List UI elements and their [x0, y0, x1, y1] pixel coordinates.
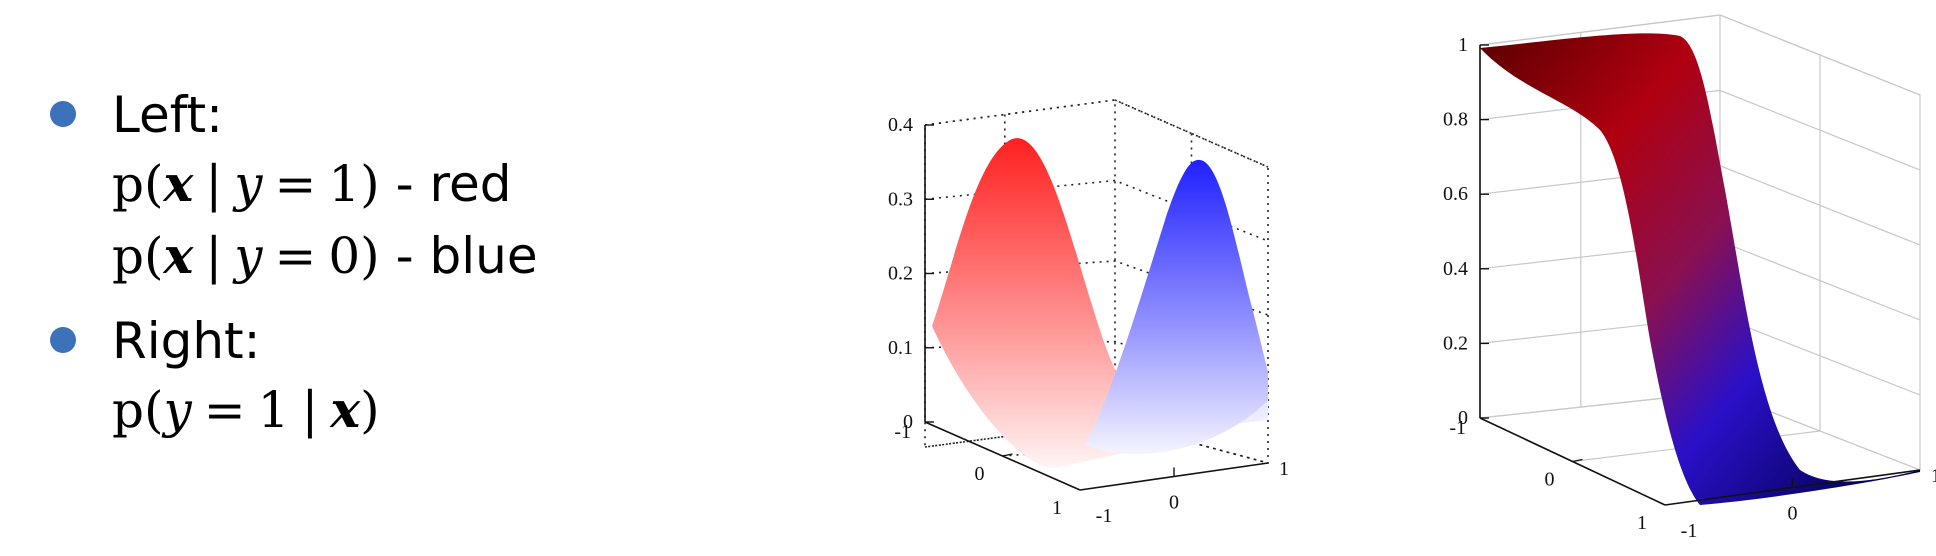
left-side-plane	[1114, 99, 1269, 465]
z-tick-label: 1	[1458, 34, 1468, 56]
bullet-list: Left: p(x | y = 1) - red p(x | y = 0) - blue Rig…	[50, 82, 810, 446]
x-tick-label: 0	[1169, 492, 1179, 514]
y-tick-label: 0	[1545, 469, 1555, 491]
bullet-dot-icon	[50, 101, 76, 127]
blue-surface	[1085, 159, 1268, 455]
y-tick-label: 1	[1637, 512, 1647, 534]
red-surface	[932, 138, 1160, 469]
z-tick-label: 0.6	[1443, 183, 1468, 205]
z-tick-label: 0.3	[888, 188, 913, 210]
z-tick-label: 0	[903, 411, 913, 433]
bullet-left: Left: p(x | y = 1) - red p(x | y = 0) - blue	[50, 82, 810, 292]
formula-posterior: p(y = 1 | x)	[112, 380, 380, 439]
bullet-right: Right: p(y = 1 | x)	[50, 308, 810, 446]
bullet-dot-icon	[50, 327, 76, 353]
left-surface	[932, 138, 1268, 469]
z-tick-label: 0.4	[888, 114, 913, 136]
y-tick-mark	[1572, 458, 1583, 463]
y-tick-label: 0	[975, 463, 985, 485]
z-tick-label: 0.2	[1443, 332, 1468, 354]
bullet-right-label: Right:	[112, 312, 261, 370]
formula-blue: p(x | y = 0) - blue	[112, 226, 538, 285]
z-grid-line	[924, 99, 1269, 168]
z-grid-line	[1479, 89, 1921, 171]
z-grid-line	[1479, 14, 1921, 96]
z-tick-label: 0.2	[888, 263, 913, 285]
left-chart-tick-labels: 00.10.20.30.4-101 -101	[888, 114, 1289, 527]
x-tick-label: 1	[1279, 458, 1289, 480]
bullet-left-label: Left:	[112, 86, 223, 144]
left-floor-back-edge	[924, 421, 1269, 464]
z-tick-label: 0	[1458, 407, 1468, 429]
y-tick-label: 1	[1052, 497, 1062, 519]
y-tick-label: -1	[1449, 417, 1466, 439]
y-tick-label: -1	[894, 421, 911, 443]
x-tick-label: 1	[1931, 465, 1936, 487]
x-tick-label: 0	[1788, 503, 1798, 525]
z-tick-label: 0.8	[1443, 109, 1468, 131]
y-tick-mark	[1002, 453, 1013, 457]
posterior-surface	[1480, 33, 1920, 505]
z-tick-label: 0.4	[1443, 258, 1468, 280]
right-chart-tick-labels: 00.20.40.60.81-101 -101	[1443, 34, 1936, 542]
x-tick-label: -1	[1096, 505, 1113, 527]
x-tick-label: -1	[1681, 520, 1698, 542]
z-tick-label: 0.1	[888, 337, 913, 359]
formula-red: p(x | y = 1) - red	[112, 154, 512, 213]
